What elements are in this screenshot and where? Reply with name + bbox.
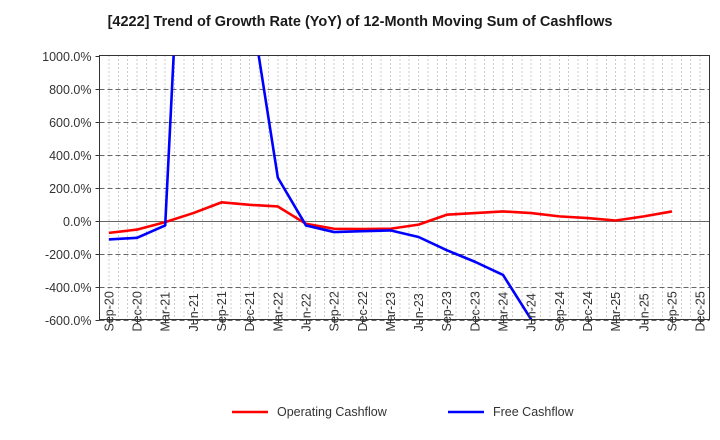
y-axis-ticks	[95, 56, 100, 321]
x-tick-label: Jun-25	[637, 293, 651, 331]
y-tick-label: 1000.0%	[42, 50, 91, 64]
x-tick-label: Sep-23	[440, 291, 454, 331]
major-gridlines-y	[99, 89, 710, 321]
x-tick-label: Sep-20	[102, 291, 116, 331]
x-tick-label: Sep-25	[665, 291, 679, 331]
x-tick-label: Dec-23	[468, 291, 482, 331]
x-tick-label: Sep-21	[215, 291, 229, 331]
x-tick-label: Jun-22	[299, 293, 313, 331]
y-tick-label: 600.0%	[49, 116, 91, 130]
series-lines	[108, 55, 673, 320]
series-line	[108, 201, 673, 235]
x-tick-label: Mar-24	[497, 292, 511, 332]
chart-legend: Operating Cashflow Free Cashflow	[232, 405, 575, 419]
y-tick-label: -200.0%	[45, 248, 92, 262]
x-tick-label: Mar-21	[159, 292, 173, 332]
y-tick-label: -400.0%	[45, 281, 92, 295]
y-tick-label: -600.0%	[45, 314, 92, 328]
minor-gridlines-x	[108, 55, 701, 320]
x-tick-label: Dec-25	[694, 291, 708, 331]
legend-label: Free Cashflow	[493, 405, 575, 419]
x-tick-label: Dec-24	[581, 291, 595, 331]
x-tick-label: Mar-23	[384, 292, 398, 332]
series-line	[108, 55, 533, 320]
x-axis-ticks	[109, 319, 701, 324]
legend-label: Operating Cashflow	[277, 405, 388, 419]
y-tick-label: 800.0%	[49, 83, 91, 97]
y-tick-label: 200.0%	[49, 182, 91, 196]
x-tick-label: Dec-22	[356, 291, 370, 331]
x-tick-label: Dec-21	[243, 291, 257, 331]
chart-title: [4222] Trend of Growth Rate (YoY) of 12-…	[107, 14, 613, 30]
x-tick-label: Jun-23	[412, 293, 426, 331]
x-tick-label: Jun-24	[525, 293, 539, 331]
x-tick-label: Mar-22	[271, 292, 285, 332]
plot-frame	[99, 55, 710, 320]
x-tick-label: Jun-21	[187, 293, 201, 331]
x-axis-labels: Sep-20 Dec-20 Mar-21 Jun-21 Sep-21 Dec-21 Mar-…	[102, 291, 707, 331]
y-tick-label: 0.0%	[63, 215, 92, 229]
x-tick-label: Sep-24	[553, 291, 567, 331]
x-tick-label: Sep-22	[328, 291, 342, 331]
x-tick-label: Dec-20	[131, 291, 145, 331]
y-tick-label: 400.0%	[49, 149, 91, 163]
x-tick-label: Mar-25	[609, 292, 623, 332]
y-axis-labels: 1000.0% 800.0% 600.0% 400.0% 200.0% 0.0% -200.…	[42, 50, 91, 328]
